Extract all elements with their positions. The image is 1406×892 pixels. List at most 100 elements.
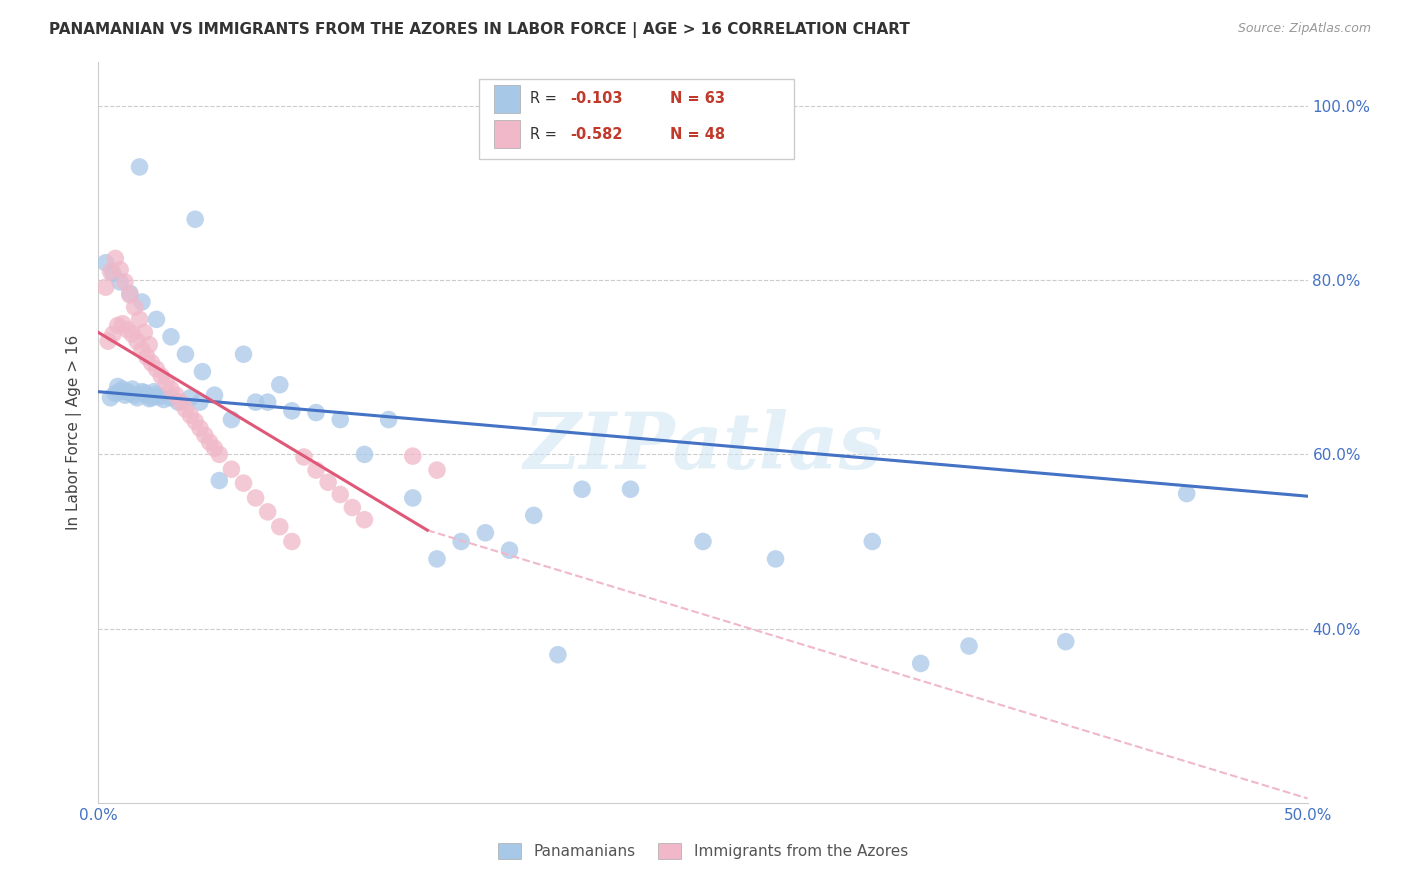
Point <box>245 491 267 505</box>
Point <box>150 369 173 384</box>
Point <box>114 275 136 289</box>
Point <box>128 312 150 326</box>
Point <box>232 476 254 491</box>
Text: N = 63: N = 63 <box>671 91 725 106</box>
Point <box>108 262 131 277</box>
Point <box>124 300 146 314</box>
Point <box>160 391 183 405</box>
Y-axis label: In Labor Force | Age > 16: In Labor Force | Age > 16 <box>66 335 83 530</box>
Point <box>191 365 214 379</box>
Point <box>402 491 425 505</box>
Point <box>184 414 207 428</box>
Point <box>305 463 328 477</box>
Point <box>131 384 153 399</box>
Point <box>342 500 364 515</box>
Point <box>426 463 449 477</box>
Point <box>281 534 304 549</box>
Text: -0.582: -0.582 <box>569 127 623 142</box>
Point <box>292 450 315 464</box>
Point <box>353 513 375 527</box>
Point <box>245 395 267 409</box>
Point <box>135 388 157 402</box>
Point <box>204 442 226 456</box>
Point <box>100 391 122 405</box>
Point <box>256 505 278 519</box>
Point <box>188 395 211 409</box>
Point <box>329 487 352 501</box>
Point <box>121 327 143 342</box>
Point <box>145 312 167 326</box>
Point <box>160 382 183 396</box>
Point <box>131 295 153 310</box>
Point <box>155 375 177 389</box>
Point <box>498 543 520 558</box>
Point <box>692 534 714 549</box>
Point <box>165 388 187 402</box>
FancyBboxPatch shape <box>479 78 793 159</box>
Point <box>281 404 304 418</box>
Point <box>426 552 449 566</box>
Text: Source: ZipAtlas.com: Source: ZipAtlas.com <box>1237 22 1371 36</box>
Point <box>111 382 134 396</box>
Point <box>100 264 122 278</box>
Point <box>108 384 131 399</box>
Point <box>353 447 375 461</box>
Point <box>316 475 339 490</box>
Point <box>138 337 160 351</box>
Point <box>117 384 139 399</box>
Point <box>101 327 124 342</box>
Point <box>127 391 149 405</box>
Point <box>128 160 150 174</box>
Point <box>571 482 593 496</box>
Text: PANAMANIAN VS IMMIGRANTS FROM THE AZORES IN LABOR FORCE | AGE > 16 CORRELATION C: PANAMANIAN VS IMMIGRANTS FROM THE AZORES… <box>49 22 910 38</box>
Point <box>121 382 143 396</box>
Point <box>107 379 129 393</box>
Point <box>114 388 136 402</box>
Point <box>957 639 980 653</box>
Point <box>124 388 146 402</box>
Point <box>910 657 932 671</box>
Point <box>107 318 129 333</box>
Point <box>179 391 201 405</box>
Point <box>232 347 254 361</box>
Point <box>256 395 278 409</box>
Point <box>1175 486 1198 500</box>
Point <box>108 275 131 289</box>
Point <box>269 519 291 533</box>
Point <box>141 356 163 370</box>
Point <box>134 385 156 400</box>
Point <box>179 408 201 422</box>
Point <box>127 334 149 348</box>
FancyBboxPatch shape <box>494 120 520 148</box>
Point <box>377 412 399 426</box>
Point <box>104 252 127 266</box>
Point <box>765 552 787 566</box>
Point <box>547 648 569 662</box>
Point <box>860 534 883 549</box>
Point <box>402 449 425 463</box>
Point <box>118 386 141 401</box>
Point <box>101 266 124 280</box>
Text: R =: R = <box>530 91 561 106</box>
Point <box>104 386 127 401</box>
Point <box>118 286 141 301</box>
Point <box>208 447 231 461</box>
Point <box>474 525 496 540</box>
Point <box>131 343 153 357</box>
Point <box>134 326 156 340</box>
Point <box>118 288 141 302</box>
Point <box>143 384 166 399</box>
Text: -0.103: -0.103 <box>569 91 623 106</box>
Point <box>450 534 472 549</box>
FancyBboxPatch shape <box>494 85 520 112</box>
Point <box>94 256 117 270</box>
Point <box>1054 634 1077 648</box>
Point <box>305 406 328 420</box>
Text: R =: R = <box>530 127 561 142</box>
Point <box>523 508 546 523</box>
Point <box>94 280 117 294</box>
Point <box>160 330 183 344</box>
Point <box>208 474 231 488</box>
Point <box>152 392 174 407</box>
Point <box>221 412 243 426</box>
